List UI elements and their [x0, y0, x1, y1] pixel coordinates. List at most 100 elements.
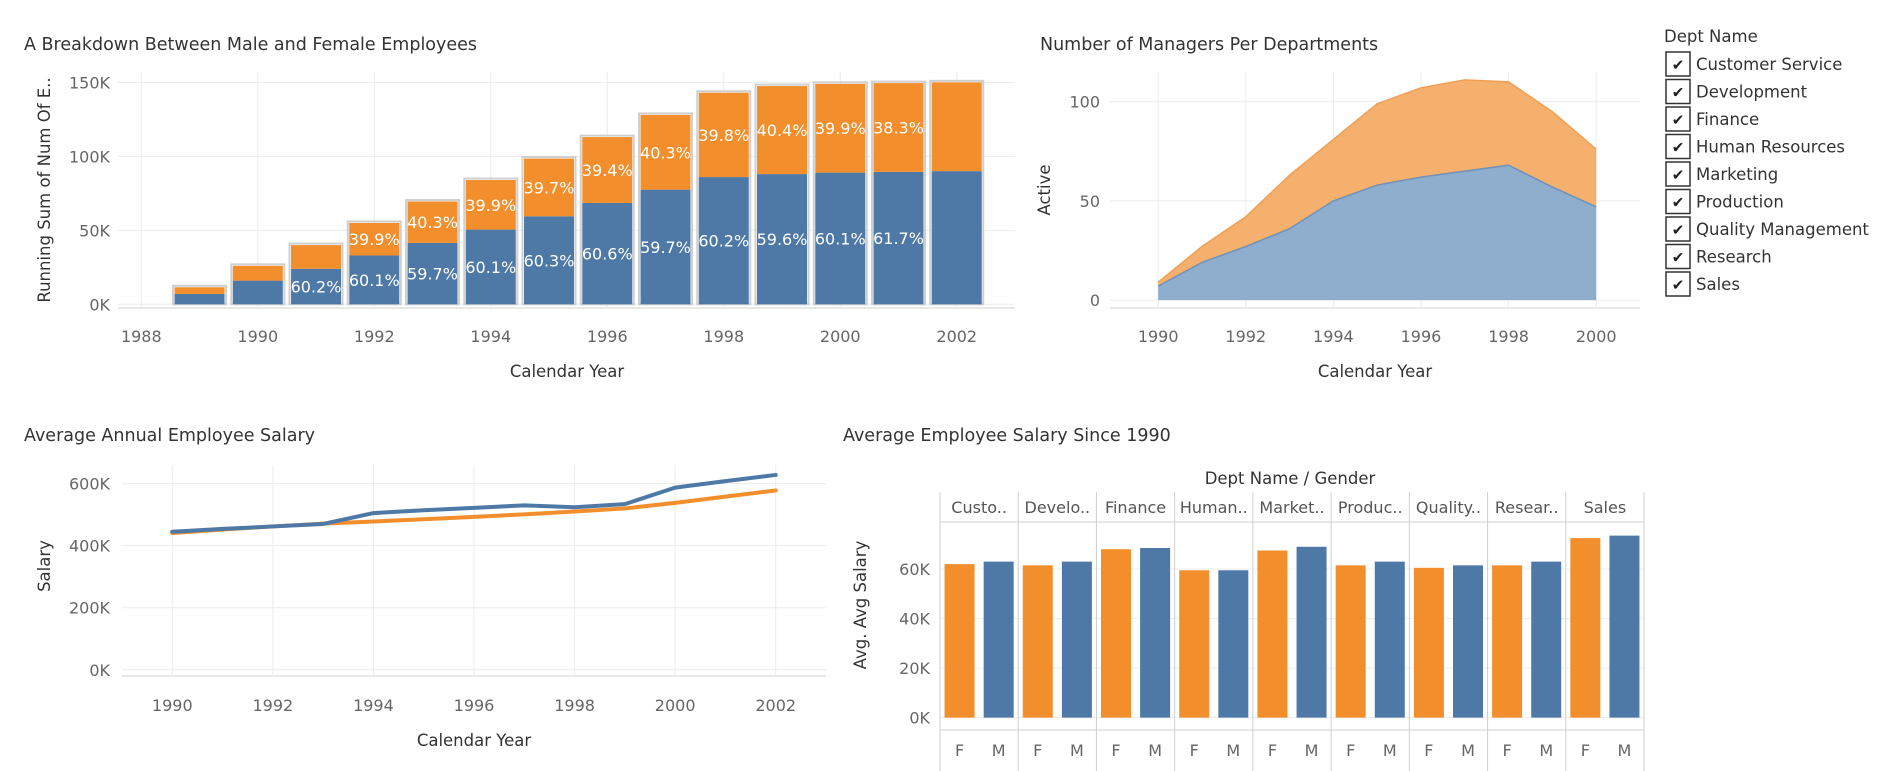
check-icon: ✔	[1672, 84, 1685, 102]
x-tick-label: 1992	[252, 696, 293, 715]
bar-male	[524, 216, 575, 305]
bar-female	[1257, 550, 1288, 718]
bar-male	[757, 174, 808, 305]
dept-filter-legend: Dept Name ✔ Customer Service ✔ Development ✔ F…	[1664, 27, 1869, 297]
x-tick-label: 1998	[1488, 327, 1529, 346]
check-icon: ✔	[1672, 166, 1685, 184]
bar-female	[407, 201, 458, 243]
y-tick-label: 40K	[899, 610, 930, 629]
gender-tick-label: M	[1539, 741, 1553, 760]
gender-tick-label: M	[1383, 741, 1397, 760]
legend-item-label: Marketing	[1696, 165, 1778, 184]
legend-item[interactable]: ✔ Customer Service	[1665, 51, 1842, 77]
gender-tick-label: M	[1070, 741, 1084, 760]
bar-male	[931, 171, 982, 305]
gender-tick-label: F	[1346, 741, 1355, 760]
legend-item[interactable]: ✔ Production	[1665, 188, 1784, 215]
bar-male	[698, 177, 749, 305]
legend-item[interactable]: ✔ Research	[1665, 243, 1772, 270]
checkbox[interactable]	[1665, 216, 1691, 242]
legend-item[interactable]: ✔ Sales	[1665, 271, 1740, 297]
gender-tick-label: F	[1581, 741, 1590, 760]
checkbox[interactable]	[1665, 106, 1691, 132]
bar-label-male: 60.6%	[582, 245, 633, 264]
bar-label-male: 60.2%	[291, 278, 342, 297]
bar-female	[1413, 567, 1444, 718]
chart-title: Average Employee Salary Since 1990	[843, 426, 1171, 446]
y-tick-label: 0K	[89, 661, 110, 680]
gender-tick-label: M	[1461, 741, 1475, 760]
bar-label-male: 59.6%	[757, 230, 808, 249]
x-tick-label: 2000	[655, 696, 696, 715]
bar-female	[582, 137, 633, 203]
dept-header-label: Produc..	[1338, 498, 1403, 517]
bar-female	[640, 114, 691, 190]
bar-label-female: 40.3%	[640, 143, 691, 162]
x-tick-label: 1996	[587, 327, 628, 346]
bar-label-female: 39.9%	[815, 119, 866, 138]
checkbox[interactable]	[1665, 271, 1691, 297]
checkbox[interactable]	[1665, 78, 1691, 105]
bar-label-male: 60.1%	[465, 258, 516, 277]
bar-female	[465, 180, 516, 230]
legend-item[interactable]: ✔ Marketing	[1665, 161, 1778, 187]
x-tick-label: 1992	[1225, 327, 1266, 346]
x-tick-label: 2000	[820, 327, 861, 346]
dept-header-label: Develo..	[1025, 498, 1091, 517]
check-icon: ✔	[1672, 194, 1685, 212]
y-tick-label: 100K	[69, 147, 111, 166]
bar-label-male: 59.7%	[640, 238, 691, 257]
gender-tick-label: F	[1111, 741, 1120, 760]
legend-item[interactable]: ✔ Development	[1665, 78, 1808, 105]
x-axis-title: Calendar Year	[510, 362, 625, 381]
bar-female	[698, 92, 749, 178]
bar-label-female: 38.3%	[873, 118, 924, 137]
checkbox[interactable]	[1665, 243, 1691, 270]
bar-male	[1140, 548, 1171, 718]
gender-breakdown-chart: A Breakdown Between Male and Female Empl…	[24, 35, 1015, 381]
legend-item[interactable]: ✔ Finance	[1665, 106, 1759, 132]
y-tick-label: 0	[1090, 291, 1100, 310]
chart-title: A Breakdown Between Male and Female Empl…	[24, 35, 477, 55]
bar-label-female: 39.9%	[465, 196, 516, 215]
bar-label-male: 60.1%	[349, 271, 400, 290]
legend-item-label: Research	[1696, 248, 1772, 267]
legend-item[interactable]: ✔ Quality Management	[1665, 216, 1869, 242]
x-tick-label: 1994	[1313, 327, 1354, 346]
bar-male	[1531, 561, 1562, 718]
x-axis-title: Calendar Year	[417, 731, 532, 750]
bar-outline	[172, 284, 228, 306]
y-tick-label: 60K	[899, 560, 930, 579]
checkbox[interactable]	[1665, 188, 1691, 215]
checkbox[interactable]	[1665, 133, 1691, 160]
bar-outline	[579, 134, 635, 306]
checkbox[interactable]	[1665, 51, 1691, 77]
bar-female	[1101, 549, 1131, 718]
gender-tick-label: F	[1033, 741, 1042, 760]
x-tick-label: 2000	[1576, 327, 1617, 346]
y-tick-label: 200K	[69, 599, 111, 618]
legend-item[interactable]: ✔ Human Resources	[1665, 133, 1845, 160]
dept-header-label: Resear..	[1495, 498, 1559, 517]
x-tick-label: 1988	[121, 327, 162, 346]
check-icon: ✔	[1672, 139, 1685, 157]
y-tick-label: 50	[1080, 192, 1100, 211]
x-axis-title: Calendar Year	[1318, 362, 1433, 381]
dept-header-label: Sales	[1584, 498, 1627, 517]
bar-label-male: 59.7%	[407, 265, 458, 284]
bar-male	[1218, 570, 1249, 718]
bar-female	[291, 245, 342, 269]
legend-item-label: Customer Service	[1696, 55, 1842, 74]
bar-male	[174, 293, 225, 305]
bar-label-male: 60.2%	[698, 232, 749, 251]
bar-male	[465, 229, 516, 305]
bar-male	[1296, 546, 1327, 718]
dept-salary-bar-chart: Average Employee Salary Since 1990 Dept N…	[843, 426, 1645, 771]
x-tick-label: 2002	[936, 327, 977, 346]
legend-item-label: Human Resources	[1696, 138, 1845, 157]
gender-tick-label: F	[1424, 741, 1433, 760]
gender-tick-label: F	[1503, 741, 1512, 760]
legend-item-label: Production	[1696, 193, 1784, 212]
checkbox[interactable]	[1665, 161, 1691, 187]
